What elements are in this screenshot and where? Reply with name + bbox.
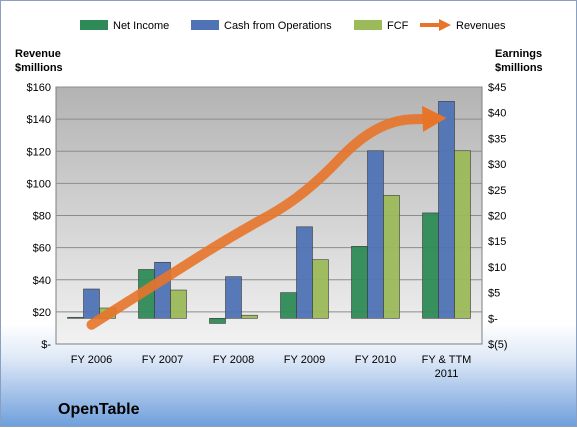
legend-swatch-fcf: [354, 20, 382, 30]
legend: Net Income Cash from Operations FCF Reve…: [80, 19, 506, 32]
bar-fcf: [312, 259, 329, 319]
left-tick-label: $140: [27, 114, 51, 126]
bar-cash-from-operations: [367, 150, 384, 319]
right-axis-title-line1: Earnings: [495, 48, 542, 60]
legend-swatch-cash-from-operations: [191, 20, 219, 30]
right-axis-ticks: $(5) $- $5 $10 $15 $20 $25 $30 $35 $40 $45: [488, 82, 508, 351]
legend-label-fcf: FCF: [387, 20, 409, 32]
x-tick-label: FY 2006: [71, 354, 112, 366]
x-tick-label: FY & TTM: [422, 354, 472, 366]
right-tick-label: $30: [488, 159, 506, 171]
left-tick-label: $120: [27, 146, 51, 158]
legend-swatch-net-income: [80, 20, 108, 30]
left-tick-label: $20: [33, 307, 51, 319]
legend-label-net-income: Net Income: [113, 20, 169, 32]
bar-net-income: [351, 246, 368, 319]
bar-net-income: [209, 317, 226, 324]
right-tick-label: $10: [488, 262, 506, 274]
right-tick-label: $-: [488, 313, 498, 325]
bar-cash-from-operations: [296, 226, 313, 319]
left-tick-label: $60: [33, 243, 51, 255]
bar-fcf: [454, 150, 471, 319]
right-tick-label: $15: [488, 236, 506, 248]
right-tick-label: $5: [488, 288, 500, 300]
company-name: OpenTable: [58, 401, 140, 418]
revenues-arrow: [86, 105, 447, 330]
x-axis-labels: FY 2006 FY 2007 FY 2008 FY 2009 FY 2010 FY & …: [71, 354, 472, 380]
bar-fcf: [383, 195, 400, 319]
x-tick-label: FY 2007: [142, 354, 183, 366]
revenues-arrowhead: [422, 105, 447, 132]
bar-fcf: [241, 314, 258, 319]
bar-net-income: [67, 316, 84, 319]
right-tick-label: $45: [488, 82, 506, 94]
bar-net-income: [280, 292, 297, 319]
right-tick-label: $(5): [488, 339, 508, 351]
legend-label-cash-from-operations: Cash from Operations: [224, 20, 332, 32]
left-axis-title-line1: Revenue: [15, 48, 61, 60]
revenues-line: [86, 113, 434, 330]
right-tick-label: $20: [488, 211, 506, 223]
x-tick-label: 2011: [435, 368, 459, 380]
left-axis-ticks: $- $20 $40 $60 $80 $100 $120 $140 $160: [27, 82, 52, 351]
right-tick-label: $35: [488, 133, 506, 145]
legend-swatch-revenues: [420, 19, 451, 31]
x-tick-label: FY 2008: [213, 354, 254, 366]
bar-cash-from-operations: [438, 101, 455, 319]
left-tick-label: $40: [33, 275, 51, 287]
right-tick-label: $40: [488, 108, 506, 120]
left-tick-label: $160: [27, 82, 51, 94]
right-tick-label: $25: [488, 185, 506, 197]
bar-cash-from-operations: [225, 276, 242, 319]
right-axis-title-line2: $millions: [495, 62, 543, 74]
left-tick-label: $100: [27, 178, 51, 190]
bars: [67, 101, 471, 324]
x-tick-label: FY 2010: [355, 354, 396, 366]
left-axis-title-line2: $millions: [15, 62, 63, 74]
left-tick-label: $80: [33, 211, 51, 223]
bar-cash-from-operations: [83, 288, 100, 319]
bar-fcf: [170, 289, 187, 319]
x-tick-label: FY 2009: [284, 354, 325, 366]
gridlines: [56, 86, 482, 313]
legend-label-revenues: Revenues: [456, 20, 506, 32]
left-tick-label: $-: [41, 339, 51, 351]
bar-net-income: [422, 212, 439, 319]
